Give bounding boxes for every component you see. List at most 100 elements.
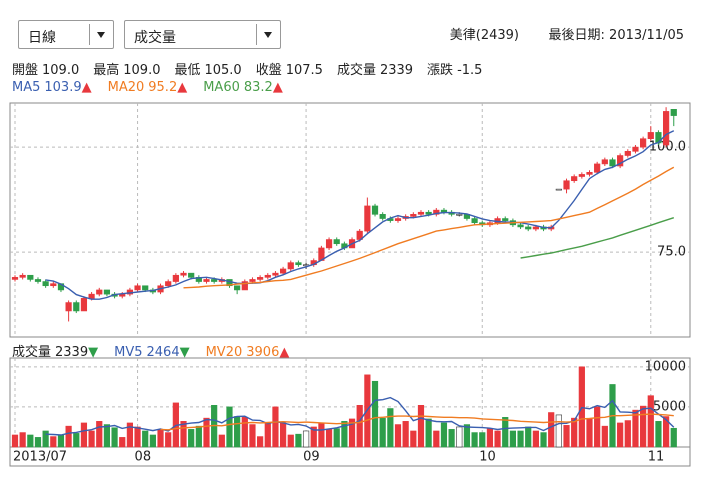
volume-bar: [188, 429, 195, 448]
candle-body: [609, 159, 616, 167]
x-tick-label: 09: [303, 450, 320, 465]
volume-bar: [594, 406, 601, 448]
candle-body: [279, 268, 287, 274]
volume-bar: [548, 412, 555, 448]
volume-bar: [195, 425, 202, 448]
volume-bar: [502, 417, 509, 448]
candle-body: [211, 279, 218, 282]
candle-body: [264, 274, 271, 278]
volume-bar: [11, 434, 19, 448]
legend-trend: ▲: [279, 345, 290, 360]
candle-body: [19, 274, 26, 278]
candle-body: [410, 214, 417, 217]
legend-value: 3906: [246, 345, 280, 360]
line-series: [183, 166, 675, 289]
volume-bar: [624, 420, 631, 448]
legend-value: 95.2: [148, 80, 178, 95]
candle-body: [364, 205, 371, 232]
stat-name: 最低: [174, 63, 201, 78]
candle-body: [249, 279, 256, 282]
volume-bar: [394, 424, 402, 448]
volume-bar: [433, 430, 440, 448]
x-tick-label: 10: [479, 450, 496, 465]
volume-bar: [540, 432, 547, 448]
volume-bar: [348, 418, 356, 448]
volume-bar: [494, 430, 501, 448]
stat-value: 107.5: [285, 63, 323, 78]
volume-bar: [662, 416, 670, 448]
legend-trend: ▼: [179, 345, 190, 360]
candle-body: [555, 188, 562, 191]
volume-bar: [19, 432, 26, 448]
legend-name: MA60: [203, 80, 240, 95]
volume-bar: [463, 424, 471, 448]
candle-body: [180, 272, 187, 276]
volume-bar: [226, 406, 233, 448]
candle-body: [624, 151, 631, 156]
x-tick-label: 11: [648, 450, 665, 465]
volume-bar: [532, 430, 539, 448]
candle-body: [662, 111, 670, 146]
volume-bar: [287, 434, 294, 448]
volume-bar: [356, 405, 363, 448]
line-series: [45, 130, 675, 300]
volume-bar: [111, 427, 118, 448]
volume-bar: [509, 430, 517, 448]
stat-value: -1.5: [457, 63, 483, 78]
line-series: [520, 217, 675, 259]
candle-body: [142, 285, 149, 291]
legend-trend: ▲: [177, 80, 188, 95]
volume-bar: [103, 424, 111, 448]
candle-body: [272, 272, 279, 276]
stat-name: 最高: [93, 63, 120, 78]
volume-bar: [295, 433, 302, 448]
candle-body: [471, 218, 478, 224]
candle-body: [80, 298, 88, 312]
volume-panel: [9, 357, 691, 467]
candle-body: [502, 218, 509, 221]
volume-bar: [617, 422, 624, 448]
legend-trend: ▲: [81, 80, 92, 95]
volume-bar: [440, 422, 448, 448]
volume-bar: [241, 417, 248, 448]
interval-dropdown[interactable]: 日線: [18, 20, 114, 49]
line-series: [160, 413, 674, 431]
volume-bar: [479, 432, 486, 448]
volume-bar: [57, 434, 65, 448]
volume-bar: [525, 426, 532, 448]
candle-body: [594, 163, 601, 173]
stats-row: 開盤 109.0 最高 109.0 最低 105.0 收盤 107.5 成交量 2339 漲跌 -1.…: [12, 59, 496, 78]
candle-body: [670, 109, 677, 116]
candle-body: [325, 239, 333, 249]
volume-legend: 成交量 2339▼ MV5 2464▼ MV20 3906▲: [12, 341, 305, 360]
volume-bar: [632, 409, 639, 448]
volume-bar: [379, 417, 386, 448]
candle-body: [578, 174, 585, 177]
volume-bar: [50, 436, 57, 448]
candle-body: [50, 283, 57, 287]
candle-body: [11, 277, 19, 280]
candle-body: [65, 302, 72, 312]
candle-body: [241, 281, 248, 291]
volume-bar: [318, 422, 325, 448]
legend-trend: ▲: [272, 80, 283, 95]
volume-bar: [410, 430, 417, 448]
indicator-dropdown[interactable]: 成交量: [124, 20, 281, 49]
candle-body: [525, 226, 532, 230]
volume-bar: [134, 426, 141, 448]
candle-body: [417, 211, 425, 215]
x-tick-label: 2013/07: [13, 450, 67, 465]
volume-bar: [88, 430, 95, 448]
volume-bar: [73, 433, 80, 448]
volume-bar: [417, 405, 425, 448]
volume-bar: [387, 408, 394, 448]
x-tick-label: 08: [135, 450, 152, 465]
legend-value: 2464: [146, 345, 180, 360]
stat-value: 105.0: [204, 63, 242, 78]
y-tick-label: 5000: [653, 399, 686, 414]
volume-bar: [563, 425, 570, 448]
legend-name: MA5: [12, 80, 41, 95]
last-date: 最後日期: 2013/11/05: [548, 28, 684, 43]
candle-body: [203, 279, 210, 282]
